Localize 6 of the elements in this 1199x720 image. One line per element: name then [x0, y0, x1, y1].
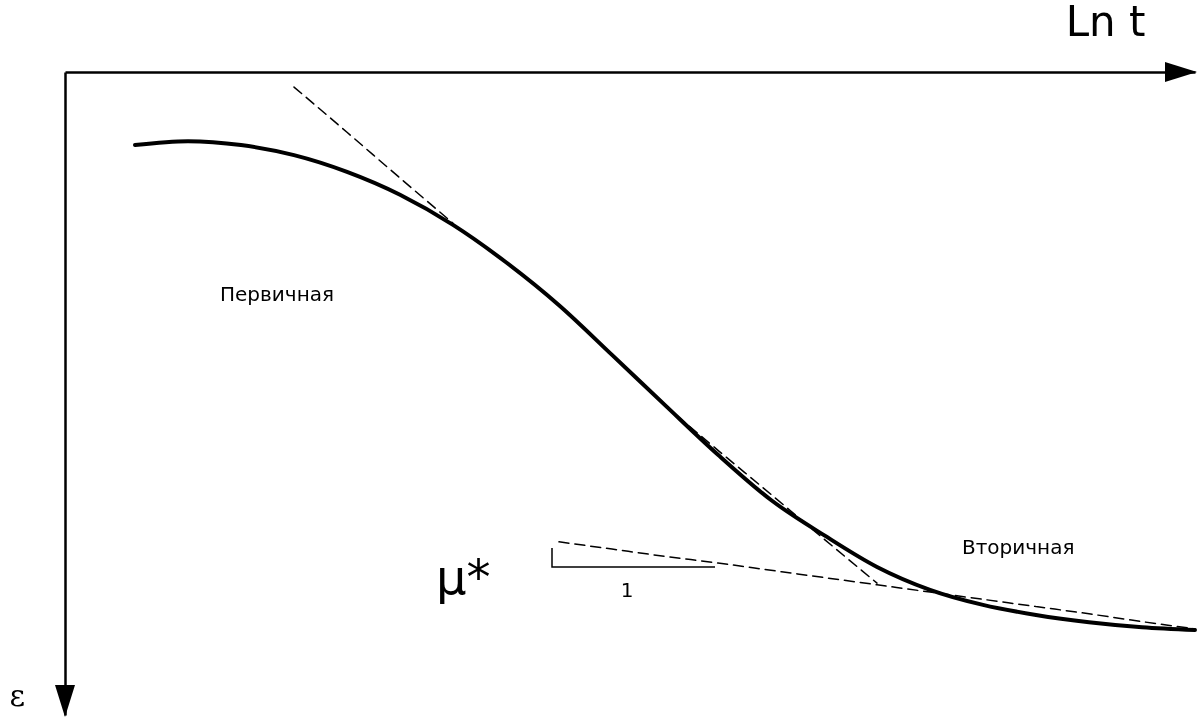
annotation: μ*	[436, 549, 491, 605]
x-axis-title: Ln t	[1065, 0, 1146, 46]
y-axis-title: ε	[9, 677, 26, 713]
annotation: Первичная	[220, 282, 335, 306]
annotation: Вторичная	[962, 535, 1075, 559]
annotation: 1	[620, 578, 634, 602]
